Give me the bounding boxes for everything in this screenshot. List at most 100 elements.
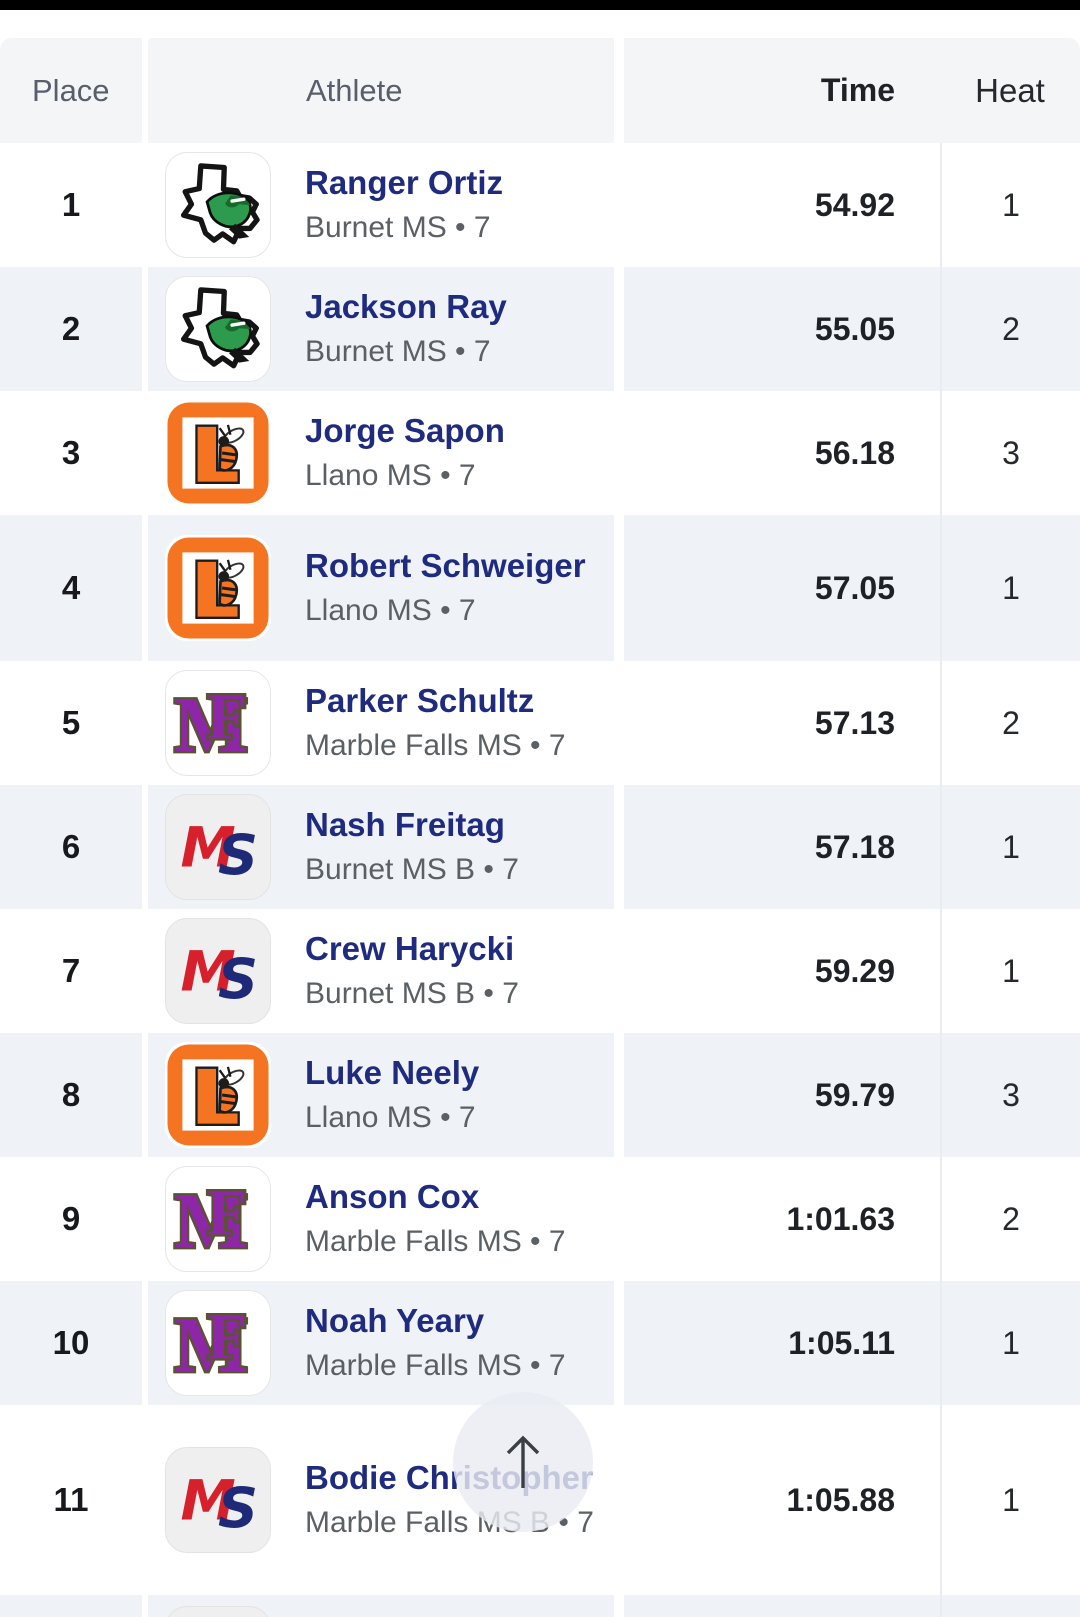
svg-text:M: M xyxy=(174,1177,248,1264)
athlete-name[interactable]: Ranger Ortiz xyxy=(305,164,504,201)
athlete-name[interactable]: Jackson Ray xyxy=(305,288,507,325)
column-header-place: Place xyxy=(0,38,142,143)
place-value: 11 xyxy=(53,1481,89,1518)
heat-value: 2 xyxy=(940,267,1080,391)
team-logo-ms: M S xyxy=(165,1606,271,1617)
athlete-name[interactable]: Noah Yeary xyxy=(305,1302,485,1339)
time-value: 54.92 xyxy=(814,186,895,223)
athlete-name[interactable]: Jorge Sapon xyxy=(305,412,505,449)
table-row[interactable]: 10 M F Noah Yeary Marble Falls MS • 7 1:… xyxy=(0,1281,1080,1405)
table-row[interactable]: 7 M S Crew Harycki Burnet MS B • 7 59.29… xyxy=(0,909,1080,1033)
team-logo-ms: M S xyxy=(165,794,271,900)
heat-value: 2 xyxy=(940,661,1080,785)
place-value: 2 xyxy=(61,310,81,347)
svg-text:F: F xyxy=(207,1302,247,1374)
team-logo-marblefalls: M F xyxy=(165,1290,271,1396)
column-gap xyxy=(614,1157,624,1281)
heat-value xyxy=(940,1595,1080,1617)
heat-value: 1 xyxy=(940,1281,1080,1405)
column-gap xyxy=(614,661,624,785)
table-row[interactable]: M S xyxy=(0,1595,1080,1617)
athlete-name[interactable]: Robert Schweiger xyxy=(305,547,586,584)
team-logo-llano xyxy=(165,535,271,641)
column-gap xyxy=(614,267,624,391)
column-gap xyxy=(614,515,624,661)
team-name: Marble Falls MS • 7 xyxy=(305,1349,566,1382)
place-value: 10 xyxy=(52,1324,90,1361)
time-value: 59.29 xyxy=(814,952,895,989)
athlete-name[interactable]: Luke Neely xyxy=(305,1054,480,1091)
table-row[interactable]: 5 M F Parker Schultz Marble Falls MS • 7… xyxy=(0,661,1080,785)
table-row[interactable]: 2 Jackson Ray Burnet MS • 7 55.05 2 xyxy=(0,267,1080,391)
svg-text:M: M xyxy=(181,940,236,1005)
place-value: 8 xyxy=(61,1076,81,1113)
table-row[interactable]: 1 Ranger Ortiz Burnet MS • 7 54.92 1 xyxy=(0,143,1080,267)
up-arrow-icon xyxy=(506,1435,540,1488)
team-logo-burnet xyxy=(165,276,271,382)
heat-value: 1 xyxy=(940,785,1080,909)
results-table: Place Athlete Time Heat 1 Ranger Ortiz B… xyxy=(0,38,1080,1617)
time-value: 57.13 xyxy=(814,704,895,741)
scroll-to-top-button[interactable] xyxy=(453,1392,593,1532)
heat-value: 3 xyxy=(940,391,1080,515)
column-gap xyxy=(614,143,624,267)
column-gap xyxy=(614,785,624,909)
svg-text:S: S xyxy=(218,1476,258,1541)
column-gap xyxy=(614,1595,624,1617)
team-name: Marble Falls MS • 7 xyxy=(305,729,566,762)
time-value: 59.79 xyxy=(624,1033,940,1157)
team-name: Marble Falls MS • 7 xyxy=(305,1225,566,1258)
time-value: 56.18 xyxy=(814,434,895,471)
heat-value: 3 xyxy=(940,1033,1080,1157)
heat-value: 1 xyxy=(940,1405,1080,1595)
table-row[interactable]: 8 Luke Neely Llano MS • 7 59.79 3 xyxy=(0,1033,1080,1157)
table-row[interactable]: 6 M S Nash Freitag Burnet MS B • 7 57.18… xyxy=(0,785,1080,909)
place-value: 1 xyxy=(61,186,81,223)
team-name: Llano MS • 7 xyxy=(305,459,476,492)
svg-text:M: M xyxy=(181,1469,236,1534)
table-row[interactable]: 4 Robert Schweiger Llano MS • 7 57.05 1 xyxy=(0,515,1080,661)
athlete-name[interactable]: Nash Freitag xyxy=(305,806,505,843)
column-gap xyxy=(614,38,624,143)
place-value: 7 xyxy=(61,952,81,989)
time-value: 1:05.11 xyxy=(624,1281,940,1405)
column-gap xyxy=(614,1033,624,1157)
team-name: Llano MS • 7 xyxy=(305,1101,476,1134)
time-value: 57.05 xyxy=(624,515,940,661)
column-gap xyxy=(614,1281,624,1405)
team-logo-burnet xyxy=(165,152,271,258)
heat-value: 1 xyxy=(940,515,1080,661)
athlete-name[interactable]: Parker Schultz xyxy=(305,682,535,719)
place-value: 6 xyxy=(61,828,81,865)
team-logo-ms: M S xyxy=(165,918,271,1024)
table-body: 1 Ranger Ortiz Burnet MS • 7 54.92 1 2 xyxy=(0,143,1080,1617)
team-name: Burnet MS B • 7 xyxy=(305,853,519,886)
svg-text:F: F xyxy=(207,682,247,754)
team-name: Burnet MS B • 7 xyxy=(305,977,519,1010)
place-value: 3 xyxy=(61,434,81,471)
team-logo-llano xyxy=(165,400,271,506)
time-value: 57.18 xyxy=(624,785,940,909)
svg-text:M: M xyxy=(181,816,236,881)
heat-value: 1 xyxy=(940,909,1080,1033)
heat-value: 2 xyxy=(940,1157,1080,1281)
svg-text:M: M xyxy=(174,1301,248,1388)
team-logo-ms: M S xyxy=(165,1447,271,1553)
time-value: 55.05 xyxy=(624,267,940,391)
time-value: 1:01.63 xyxy=(786,1200,895,1237)
column-header-heat: Heat xyxy=(940,38,1080,143)
place-value: 5 xyxy=(61,704,81,741)
column-header-athlete: Athlete xyxy=(148,38,614,143)
team-name: Burnet MS • 7 xyxy=(305,211,491,244)
athlete-name[interactable]: Anson Cox xyxy=(305,1178,480,1215)
svg-text:M: M xyxy=(174,681,248,768)
place-value: 4 xyxy=(61,569,81,606)
team-logo-marblefalls: M F xyxy=(165,1166,271,1272)
team-name: Burnet MS • 7 xyxy=(305,335,491,368)
team-logo-marblefalls: M F xyxy=(165,670,271,776)
table-row[interactable]: 9 M F Anson Cox Marble Falls MS • 7 1:01… xyxy=(0,1157,1080,1281)
team-logo-llano xyxy=(165,1042,271,1148)
athlete-name[interactable]: Crew Harycki xyxy=(305,930,515,967)
table-row[interactable]: 3 Jorge Sapon Llano MS • 7 56.18 3 xyxy=(0,391,1080,515)
